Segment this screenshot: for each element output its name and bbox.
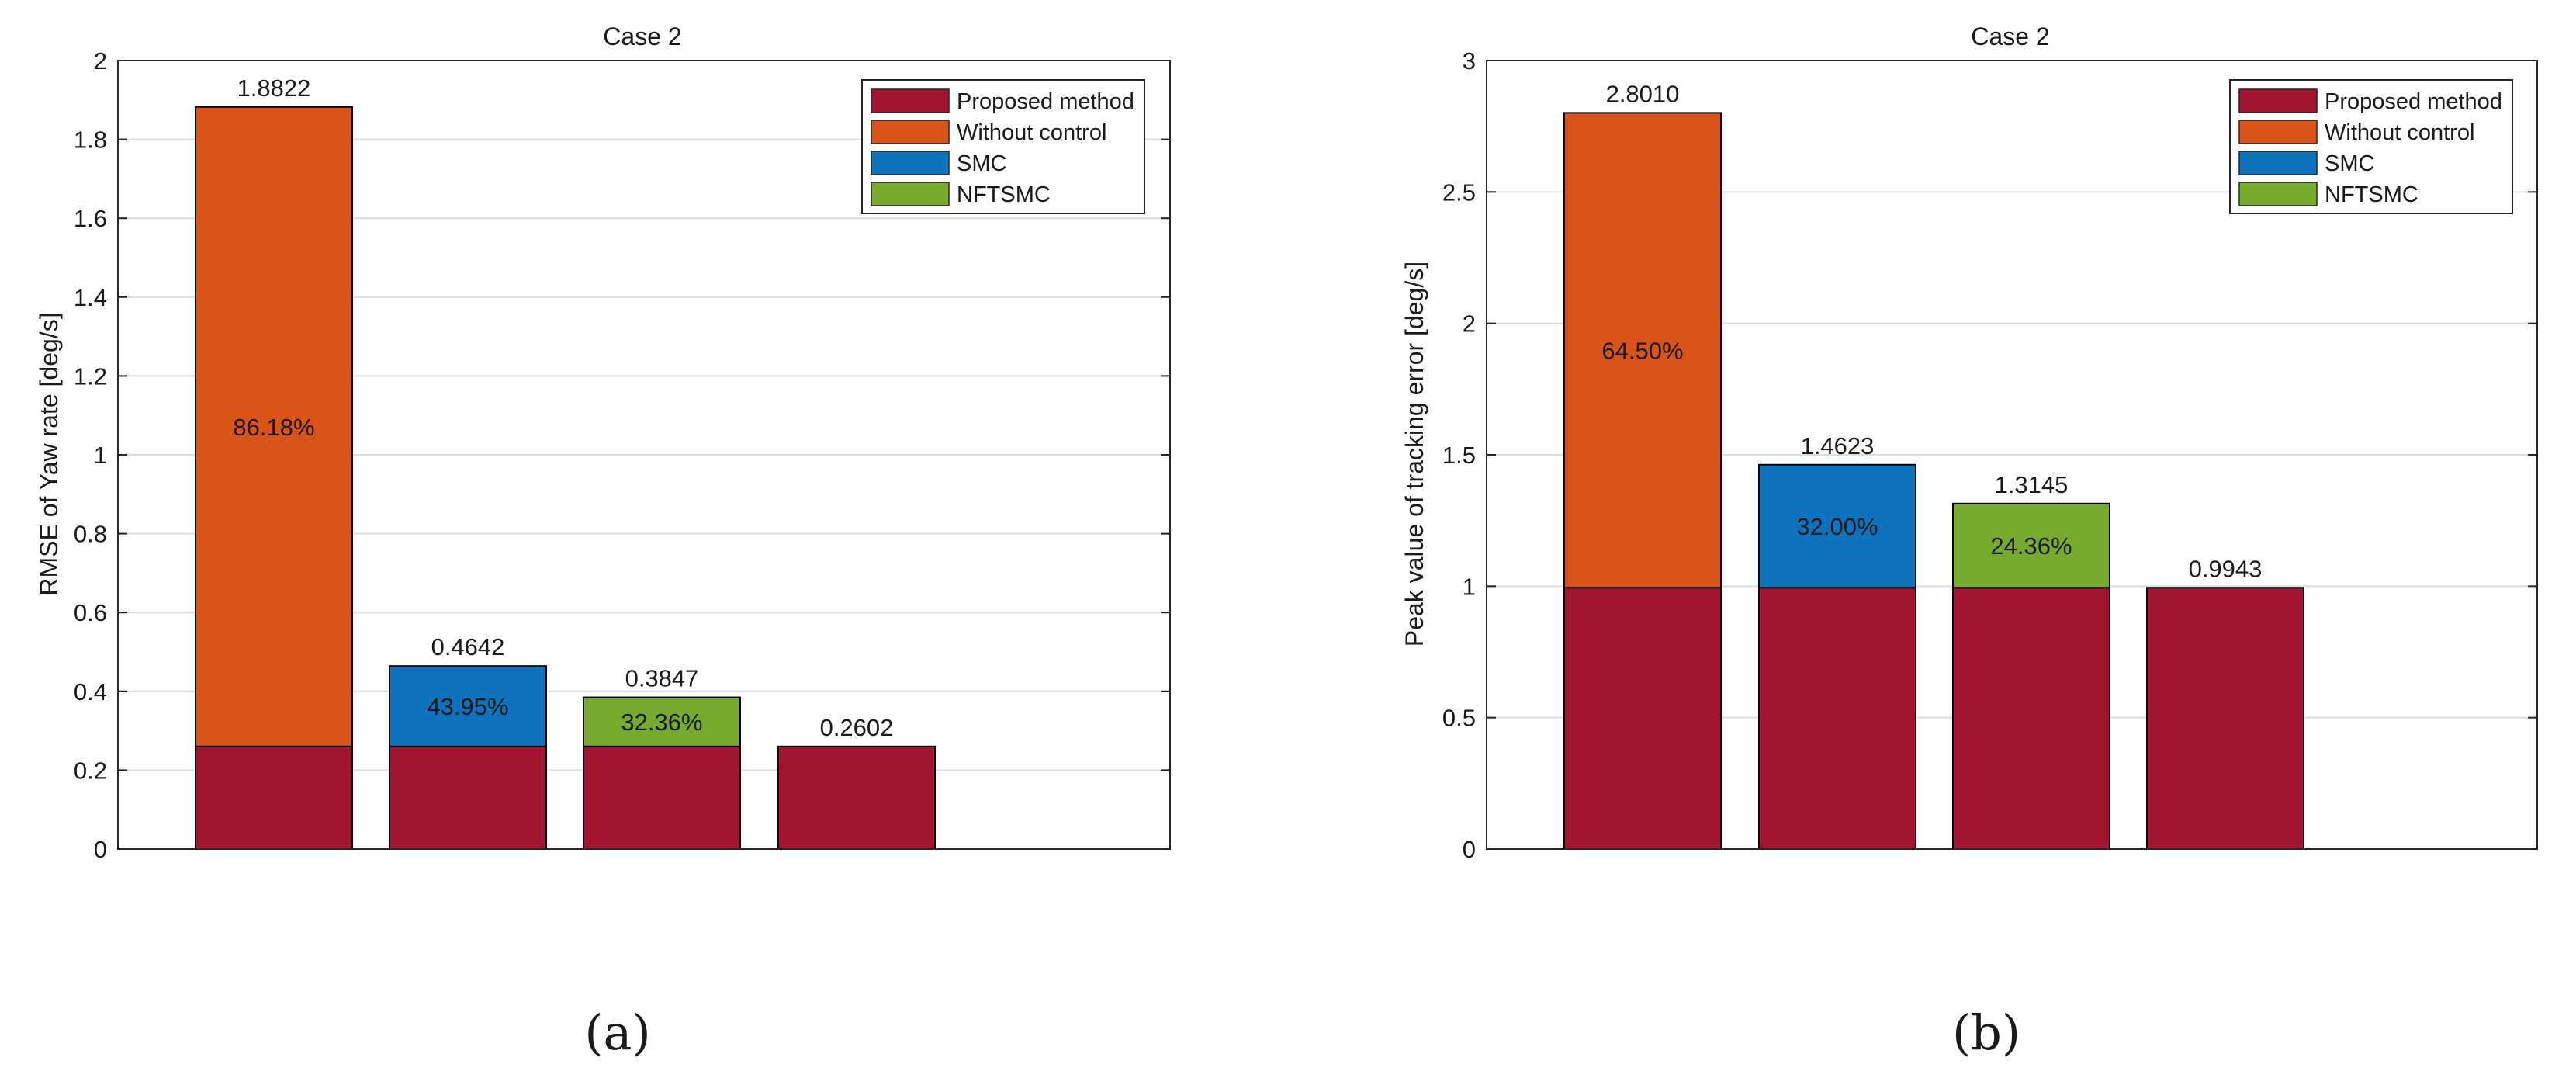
bar-percent-label: 24.36%: [1990, 532, 2072, 560]
legend-label-smc: SMC: [957, 151, 1006, 176]
bar-value-label: 2.8010: [1606, 80, 1680, 107]
legend-swatch-smc: [871, 151, 950, 175]
bar-value-label: 0.2602: [820, 714, 894, 741]
y-tick-label: 0.4: [74, 678, 107, 705]
bar-base-proposed-method: [1563, 587, 1722, 850]
chart-title: Case 2: [603, 23, 681, 50]
bar-percent-label: 64.50%: [1601, 337, 1683, 364]
legend-swatch-nftsmc: [2238, 182, 2318, 206]
legend: Proposed method Without control SMC NFTS…: [861, 79, 1145, 214]
bar-base-proposed-method: [1758, 587, 1916, 850]
chart-panel-b: Case 2 Peak value of tracking error [deg…: [1401, 23, 2538, 1061]
bar-segment-without: [1563, 112, 1722, 589]
chart-panel-a: Case 2 RMSE of Yaw rate [deg/s] 0 0.2 0.4 0…: [35, 23, 1171, 1061]
bar-segment-nftsmc: [583, 696, 741, 747]
legend-swatch-nftsmc: [871, 182, 950, 206]
legend-label-nftsmc: NFTSMC: [957, 182, 1051, 207]
y-tick-label: 0.8: [74, 521, 107, 548]
bar-value-label: 0.3847: [625, 665, 699, 692]
legend-label-proposed-method: Proposed method: [2325, 89, 2502, 114]
bar-base-proposed-method: [195, 745, 353, 851]
legend-swatch-proposed-method: [871, 88, 950, 113]
bar-percent-label: 32.36%: [621, 709, 702, 736]
bar-percent-label: 43.95%: [427, 693, 508, 720]
y-tick-label: 2.5: [1442, 179, 1476, 206]
y-tick-label: 3: [1463, 47, 1476, 75]
y-tick-label: 2: [1463, 310, 1476, 338]
legend-label-nftsmc: NFTSMC: [2325, 182, 2418, 207]
y-tick-label: 1.5: [1442, 442, 1476, 469]
legend: Proposed method Without control SMC NFTS…: [2229, 79, 2513, 214]
sub-caption-a: (a): [584, 1004, 650, 1061]
y-tick-label: 2: [94, 47, 107, 75]
bar-base-proposed-method: [583, 745, 741, 851]
y-tick-label: 0.6: [74, 599, 107, 626]
y-tick-label: 0.5: [1442, 705, 1476, 732]
legend-label-proposed-method: Proposed method: [957, 89, 1134, 114]
y-tick-label: 0: [1463, 836, 1476, 863]
y-tick-label: 1.2: [74, 362, 107, 390]
bar-value-label: 1.3145: [1995, 471, 2069, 498]
y-tick-label: 1: [1463, 573, 1476, 600]
legend-swatch-without-control: [2238, 120, 2318, 144]
legend-swatch-smc: [2238, 151, 2318, 175]
y-tick-label: 1: [94, 442, 107, 469]
bar-base-proposed-method: [389, 745, 547, 851]
y-tick-label: 0: [94, 836, 107, 863]
bar-base-proposed-method: [777, 745, 936, 851]
y-tick-label: 1.6: [74, 205, 107, 232]
bar-value-label: 0.4642: [431, 633, 505, 660]
bar-value-label: 0.9943: [2189, 555, 2263, 582]
y-tick-label: 1.4: [74, 284, 107, 311]
bar-segment-nftsmc: [1952, 502, 2110, 589]
legend-label-without-control: Without control: [957, 120, 1106, 145]
chart-title: Case 2: [1971, 23, 2049, 50]
bar-percent-label: 86.18%: [233, 414, 314, 441]
sub-caption-b: (b): [1952, 1004, 2020, 1061]
y-axis-label: Peak value of tracking error [deg/s]: [1401, 262, 1428, 646]
bar-percent-label: 32.00%: [1796, 513, 1878, 540]
y-tick-label: 0.2: [74, 757, 107, 784]
y-tick-label: 1.8: [74, 127, 107, 154]
bar-value-label: 1.8822: [237, 75, 311, 102]
bar-base-proposed-method: [1952, 587, 2110, 850]
legend-swatch-without-control: [871, 120, 950, 144]
y-axis-label: RMSE of Yaw rate [deg/s]: [35, 312, 63, 595]
bar-segment-smc: [1758, 463, 1916, 589]
legend-label-smc: SMC: [2325, 151, 2374, 176]
legend-label-without-control: Without control: [2325, 120, 2474, 145]
bar-value-label: 1.4623: [1801, 432, 1875, 459]
bar-base-proposed-method: [2146, 587, 2304, 850]
legend-swatch-proposed-method: [2238, 88, 2318, 113]
bar-segment-without: [195, 106, 353, 747]
bar-segment-smc: [389, 665, 547, 747]
